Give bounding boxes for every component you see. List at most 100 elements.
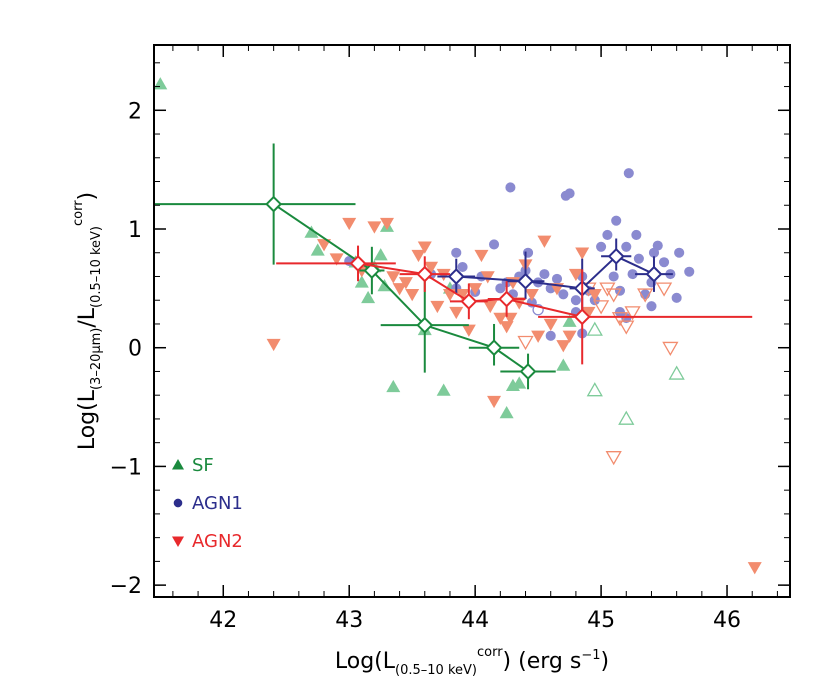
agn1-point: [558, 289, 569, 300]
agn1-binned-point: [607, 247, 625, 265]
agn1-point: [602, 229, 613, 240]
sf-point: [153, 77, 168, 90]
agn2-open-point: [592, 300, 610, 315]
agn1-binned-point: [645, 265, 663, 283]
x-axis-label: Log(L(0.5–10 keV)corr) (erg s−1): [335, 645, 609, 678]
agn2-point: [483, 300, 498, 314]
agn1-point: [674, 247, 685, 258]
binned-series: [154, 143, 753, 390]
agn2-point: [537, 235, 552, 248]
agn1-point: [523, 247, 534, 258]
agn1-point: [564, 188, 575, 199]
agn1-point: [457, 261, 468, 273]
agn2-point: [329, 253, 344, 266]
agn2-open-point: [637, 288, 654, 303]
y-tick-label: −1: [110, 455, 142, 480]
agn1-point: [652, 240, 663, 251]
agn1-legend-marker: [173, 498, 183, 508]
agn2-point: [531, 330, 546, 343]
agn1-point: [488, 239, 500, 250]
y-axis-label: Log(L(3–20μm)/L(0.5–10 keV)corr): [71, 192, 104, 450]
sf-point: [304, 225, 319, 238]
legend: SF AGN1 AGN2: [172, 455, 243, 552]
agn2-binned-point: [416, 265, 434, 283]
sf-point: [361, 290, 376, 304]
sf-binned-point: [485, 339, 503, 357]
agn2-open-point: [655, 282, 673, 297]
agn2-point: [480, 271, 495, 284]
agn2-point: [386, 271, 401, 284]
sf-point: [354, 275, 369, 288]
sf-binned-point: [416, 316, 434, 334]
sf-point: [512, 376, 527, 389]
agn2-binned-point: [349, 255, 367, 272]
agn2-point: [411, 249, 426, 263]
x-tick-label: 46: [713, 608, 741, 633]
agn2-point: [317, 239, 332, 252]
agn2-legend-label: AGN2: [192, 531, 243, 552]
agn2-point: [417, 241, 432, 254]
agn1-point: [671, 292, 682, 303]
sf-point: [562, 314, 577, 327]
sf-point: [436, 383, 451, 396]
agn1-point: [646, 301, 657, 312]
agn2-point: [568, 268, 583, 282]
agn2-legend-marker: [172, 536, 184, 547]
agn2-binned-point: [498, 290, 516, 308]
agn2-point: [342, 217, 357, 231]
sf-open-point: [668, 365, 685, 380]
x-tick-label: 42: [209, 608, 237, 633]
sf-legend-marker: [172, 459, 184, 470]
agn2-point: [379, 217, 394, 231]
agn2-point: [449, 306, 464, 320]
agn1-point: [596, 241, 607, 252]
plot-frame: [153, 44, 791, 598]
agn1-point: [633, 253, 644, 264]
agn2-point: [455, 289, 470, 302]
agn2-open-point: [605, 451, 622, 466]
agn2-open-point: [605, 288, 622, 303]
agn2-open-point: [611, 312, 629, 327]
agn1-point: [623, 168, 634, 179]
agn1-binned-point: [517, 272, 534, 290]
agn2-point: [543, 318, 558, 331]
agn1-point: [545, 330, 556, 341]
agn2-open-point: [517, 335, 534, 351]
agn2-point: [474, 249, 489, 263]
agn1-point: [611, 215, 622, 226]
agn2-open-point: [624, 306, 641, 321]
sf-point: [499, 406, 514, 419]
sf-binned-point: [519, 363, 537, 380]
sf-point: [386, 379, 401, 393]
agn2-point: [524, 289, 539, 302]
agn1-point: [505, 182, 516, 193]
y-tick-label: −2: [110, 574, 142, 599]
sf-legend-label: SF: [192, 455, 214, 476]
agn2-point: [562, 330, 577, 343]
agn1-point: [495, 283, 506, 294]
x-tick-label: 45: [587, 608, 615, 633]
agn2-point: [461, 324, 476, 337]
sf-binned-point: [265, 195, 283, 213]
agn2-point: [398, 277, 413, 290]
agn1-point: [570, 295, 581, 306]
sf-open-point: [618, 410, 635, 425]
agn2-point: [424, 261, 439, 274]
agn2-point: [266, 338, 281, 352]
agn2-point: [581, 306, 596, 320]
sf-open-point: [586, 321, 603, 336]
agn2-open-point: [662, 341, 679, 357]
data-points: [153, 77, 762, 575]
agn2-point: [487, 395, 502, 409]
sf-point: [556, 358, 571, 371]
agn2-point: [430, 300, 445, 314]
agn2-point: [392, 283, 407, 296]
sf-point: [310, 243, 325, 256]
agn2-point: [587, 289, 602, 302]
agn2-point: [405, 289, 420, 302]
agn1-point: [539, 269, 550, 280]
agn1-point: [451, 247, 462, 258]
agn1-open-point: [532, 304, 544, 316]
agn1-point: [614, 307, 626, 318]
